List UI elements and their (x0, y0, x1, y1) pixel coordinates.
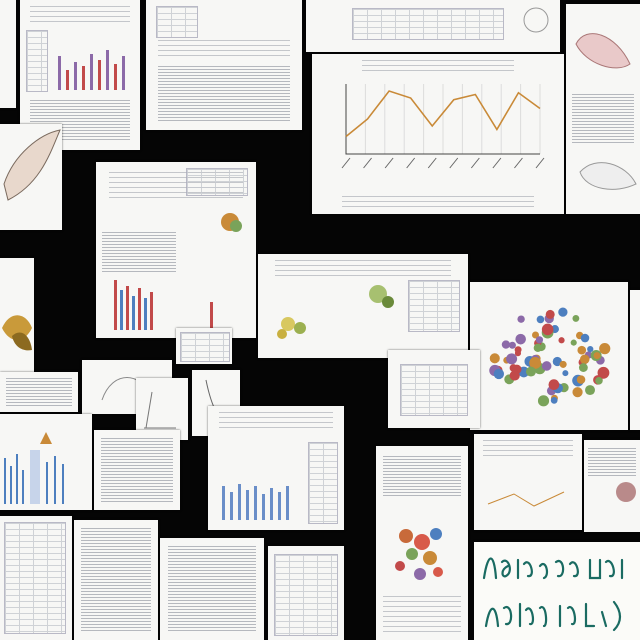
tick-label-scribble (406, 157, 416, 169)
series-line (345, 90, 541, 138)
document-sheet (146, 0, 302, 130)
flower-dot (558, 307, 568, 317)
flower-dot (529, 357, 542, 369)
tick-label-scribble (535, 157, 545, 169)
document-sheet (0, 516, 72, 640)
document-sheet (630, 290, 640, 430)
document-sheet (0, 0, 16, 108)
anatomy-sketch-sheet (0, 124, 62, 230)
handwriting-strokes (482, 557, 624, 632)
flower-dot (570, 339, 577, 346)
flower-dot (541, 323, 554, 336)
flower-dot (577, 345, 587, 355)
flower-dot (562, 370, 569, 377)
document-sheet (0, 372, 78, 412)
flower-dot (508, 341, 516, 349)
tick-label-scribble (427, 157, 437, 169)
thumb-bar (66, 70, 69, 90)
note-card (176, 328, 232, 364)
flower-dot (536, 315, 545, 324)
floral-illustration-sheet (470, 282, 628, 430)
thumb-bar (122, 56, 125, 90)
flower-dot (537, 395, 550, 407)
flower-dot (517, 315, 525, 323)
leaf-illustration-sheet (0, 258, 34, 378)
flower-dot (541, 361, 552, 371)
report-sheet (96, 162, 256, 338)
flower-dot (580, 333, 590, 343)
flower-dot (533, 343, 543, 353)
flower-dot (572, 314, 580, 322)
flower-dot (509, 370, 520, 381)
thumb-bar (58, 56, 61, 90)
illustration-sheet (566, 4, 640, 214)
flower-dot (558, 337, 565, 344)
thumb-bar (74, 62, 77, 90)
flower-dot (501, 340, 511, 349)
flower-dot (525, 366, 536, 377)
flower-dot (559, 360, 567, 368)
document-sheet (306, 0, 560, 52)
flower-dot (579, 354, 590, 365)
tick-label-scribble (384, 157, 394, 169)
flower-dot (587, 345, 594, 353)
thumb-bar (106, 50, 109, 90)
flower-dot (535, 336, 544, 344)
flower-dot (593, 352, 601, 360)
flower-dot (597, 366, 610, 379)
botanical-sheet (258, 254, 468, 358)
thumb-bar (114, 64, 117, 90)
document-sheet (160, 538, 264, 640)
flower-dot (545, 309, 555, 319)
tick-label-scribble (449, 157, 459, 169)
flower-dot (552, 356, 562, 367)
document-sheet (94, 430, 180, 510)
bar-chart-sheet (208, 406, 344, 530)
flower-dot (489, 353, 500, 364)
flower-dot (599, 343, 611, 355)
thumb-bar (98, 60, 101, 90)
tick-label-scribble (470, 157, 480, 169)
document-sheet (268, 546, 344, 640)
document-sheet (388, 350, 480, 428)
flower-dot (493, 368, 505, 380)
thumb-bar (82, 66, 85, 90)
handwriting-sheet (474, 542, 640, 640)
flower-cluster (489, 307, 611, 407)
thumb-bar (90, 54, 93, 90)
flower-dot (514, 350, 522, 357)
flower-dot (550, 396, 558, 404)
tick-label-scribble (514, 157, 523, 169)
line-chart-sheet (312, 54, 564, 214)
sketch-sheet (136, 378, 188, 440)
flower-dot (531, 331, 540, 339)
bar-chart-sheet (0, 414, 92, 510)
flower-dot (515, 333, 526, 345)
axis (345, 84, 540, 155)
flower-dot (506, 353, 518, 365)
document-sheet (584, 440, 640, 532)
flower-dot (572, 387, 583, 398)
flower-dot (595, 377, 603, 385)
line-chart-sheet (474, 434, 582, 530)
flower-dot (548, 379, 560, 390)
tick-label-scribble (363, 157, 372, 169)
botanical-sheet (376, 446, 468, 640)
document-sheet (74, 520, 158, 640)
bar-chart-thumbnail (58, 50, 125, 90)
flower-dot (578, 363, 588, 372)
flower-dot (585, 385, 596, 396)
tick-label-scribble (341, 157, 351, 169)
line-chart (341, 84, 545, 169)
tick-label-scribble (492, 157, 502, 169)
flower-dot (576, 375, 586, 384)
